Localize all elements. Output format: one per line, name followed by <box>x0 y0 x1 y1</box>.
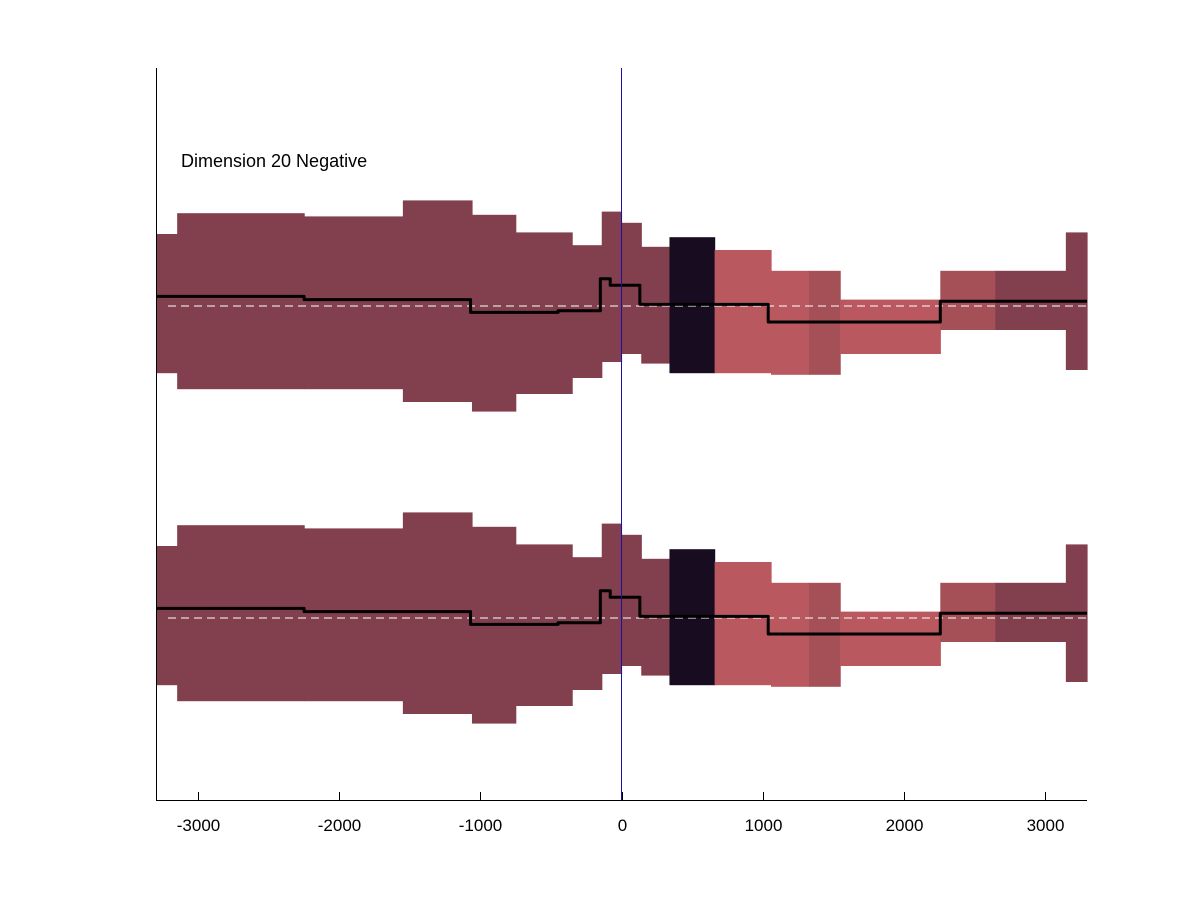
band-segment <box>156 234 178 374</box>
x-tick-label: -2000 <box>318 816 361 835</box>
x-tick-label: -3000 <box>177 816 220 835</box>
mean-line <box>156 277 1087 324</box>
band-segment <box>714 562 772 686</box>
band-segment <box>177 213 305 390</box>
band-segment <box>840 299 941 354</box>
line-layer <box>156 68 1087 800</box>
band-segment <box>601 211 623 362</box>
mean-line <box>156 589 1087 636</box>
x-tick-label: 3000 <box>1027 816 1065 835</box>
band-segment <box>621 222 642 354</box>
band-segment <box>402 512 473 714</box>
x-ticks: -3000 -2000 -1000 0 1000 2000 3000 <box>177 792 1065 835</box>
band-segment <box>304 216 404 390</box>
x-tick-label: 0 <box>618 816 627 835</box>
axes <box>156 68 1087 801</box>
band-segment <box>177 525 305 702</box>
band-segment <box>402 200 473 402</box>
chart-title: Dimension 20 Negative <box>181 151 367 171</box>
x-tick-label: -1000 <box>459 816 502 835</box>
band-segment <box>304 528 404 702</box>
band-segment <box>714 250 772 374</box>
x-tick-label: 1000 <box>745 816 783 835</box>
band-segment <box>621 534 642 666</box>
band-segment <box>840 611 941 666</box>
band-segment <box>601 523 623 674</box>
x-tick-label: 2000 <box>886 816 924 835</box>
band-segment <box>156 546 178 686</box>
